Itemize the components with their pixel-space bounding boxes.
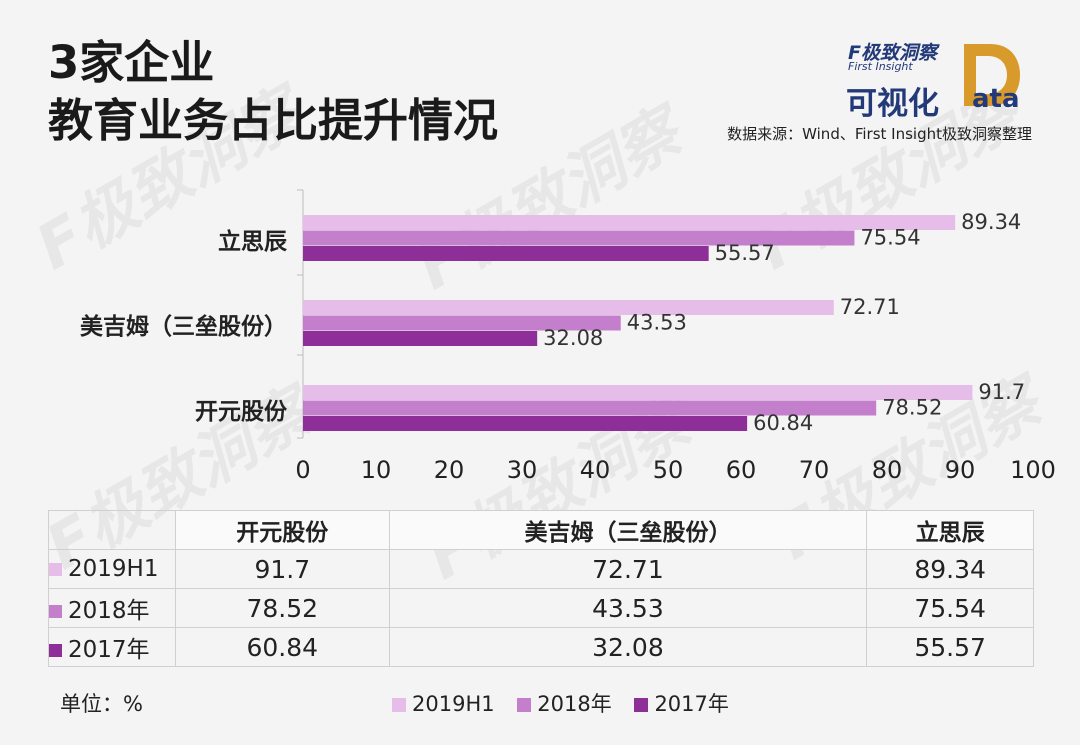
table-row: 2017年 60.84 32.08 55.57 [48, 627, 1034, 667]
swatch-2019h1 [49, 563, 62, 576]
page-title: 3家企业 教育业务占比提升情况 [48, 34, 498, 150]
bar [303, 331, 538, 346]
bar-value-label: 43.53 [627, 311, 687, 335]
table-cell: 60.84 [175, 627, 390, 667]
logo-d-icon [964, 44, 1020, 106]
x-tick-label: 100 [1010, 456, 1056, 484]
legend-label: 2018年 [537, 692, 612, 716]
legend-item-2019h1: 2019H1 [392, 692, 495, 716]
x-tick-label: 90 [945, 456, 976, 484]
bar [303, 416, 748, 431]
table-row: 2019H1 91.7 72.71 89.34 [48, 549, 1034, 589]
table-col-header: 美吉姆（三垒股份） [388, 510, 868, 550]
legend-label: 2019H1 [412, 692, 495, 716]
table-cell: 72.71 [388, 549, 868, 589]
x-tick-label: 50 [653, 456, 684, 484]
swatch-2018 [49, 605, 62, 618]
bar-value-label: 91.7 [978, 380, 1025, 404]
source-note: 数据来源：Wind、First Insight极致洞察整理 [727, 125, 1032, 143]
table-cell: 32.08 [388, 627, 868, 667]
table-cell: 78.52 [175, 588, 390, 628]
x-tick-label: 60 [726, 456, 757, 484]
table-col-header: 立思辰 [866, 510, 1034, 550]
swatch-2017 [49, 644, 62, 657]
data-table: 开元股份 美吉姆（三垒股份） 立思辰 2019H1 91.7 72.71 89.… [48, 510, 1034, 667]
category-label: 美吉姆（三垒股份） [80, 314, 287, 341]
table-row-label: 2019H1 [48, 549, 176, 589]
table-row-label: 2018年 [48, 588, 176, 628]
table-cell: 89.34 [866, 549, 1034, 589]
logo-brand-en: First Insight [848, 60, 913, 73]
x-tick-label: 20 [434, 456, 465, 484]
category-label: 立思辰 [218, 229, 287, 256]
bar [303, 315, 621, 331]
table-cell: 43.53 [388, 588, 868, 628]
legend-label: 2017年 [654, 692, 729, 716]
x-tick-label: 30 [507, 456, 538, 484]
bar-chart: 0 10 20 30 40 50 60 70 80 90 100 89.34 75.54 55.57 72.… [295, 189, 1056, 484]
table-row: 2018年 78.52 43.53 75.54 [48, 588, 1034, 628]
x-tick-label: 80 [872, 456, 903, 484]
chart-legend: 2019H1 2018年 2017年 [392, 688, 745, 718]
bar [303, 230, 855, 246]
brand-logo: F极致洞察 First Insight 可视化 ata [842, 38, 1042, 122]
bar-value-label: 32.08 [543, 326, 603, 350]
bar [303, 300, 834, 315]
bar [303, 385, 973, 400]
bar-value-label: 60.84 [753, 411, 813, 435]
table-row-label: 2017年 [48, 627, 176, 667]
title-line-2: 教育业务占比提升情况 [48, 94, 499, 147]
logo-viz-text: 可视化 [846, 86, 939, 122]
table-cell: 55.57 [866, 627, 1034, 667]
title-line-1: 3家企业 [48, 36, 215, 89]
logo-ata-text: ata [972, 84, 1020, 114]
table-header-row: 开元股份 美吉姆（三垒股份） 立思辰 [48, 510, 1034, 550]
row-label-text: 2019H1 [68, 556, 159, 582]
unit-label: 单位：% [60, 692, 143, 716]
table-cell: 91.7 [175, 549, 390, 589]
logo-brand-text: F极致洞察 [848, 42, 937, 64]
bar [303, 215, 956, 230]
row-label-text: 2018年 [68, 598, 150, 624]
legend-swatch [392, 698, 406, 712]
bar [303, 246, 709, 261]
row-label-text: 2017年 [68, 637, 150, 663]
bar-value-label: 72.71 [840, 295, 900, 319]
table-col-header: 开元股份 [175, 510, 390, 550]
legend-swatch [634, 698, 649, 712]
table-cell: 75.54 [866, 588, 1034, 628]
bar [303, 400, 877, 416]
bar-value-label: 78.52 [882, 396, 942, 420]
legend-item-2017: 2017年 [634, 688, 729, 718]
table-corner [48, 510, 176, 550]
legend-item-2018: 2018年 [517, 688, 612, 718]
x-tick-label: 10 [361, 456, 392, 484]
bar-value-label: 89.34 [961, 210, 1021, 234]
bar-value-label: 75.54 [860, 226, 920, 250]
x-tick-label: 40 [580, 456, 611, 484]
legend-swatch [517, 698, 532, 712]
bar-value-label: 55.57 [715, 241, 775, 265]
category-label: 开元股份 [195, 399, 287, 426]
x-tick-label: 0 [295, 456, 310, 484]
x-tick-label: 70 [799, 456, 830, 484]
